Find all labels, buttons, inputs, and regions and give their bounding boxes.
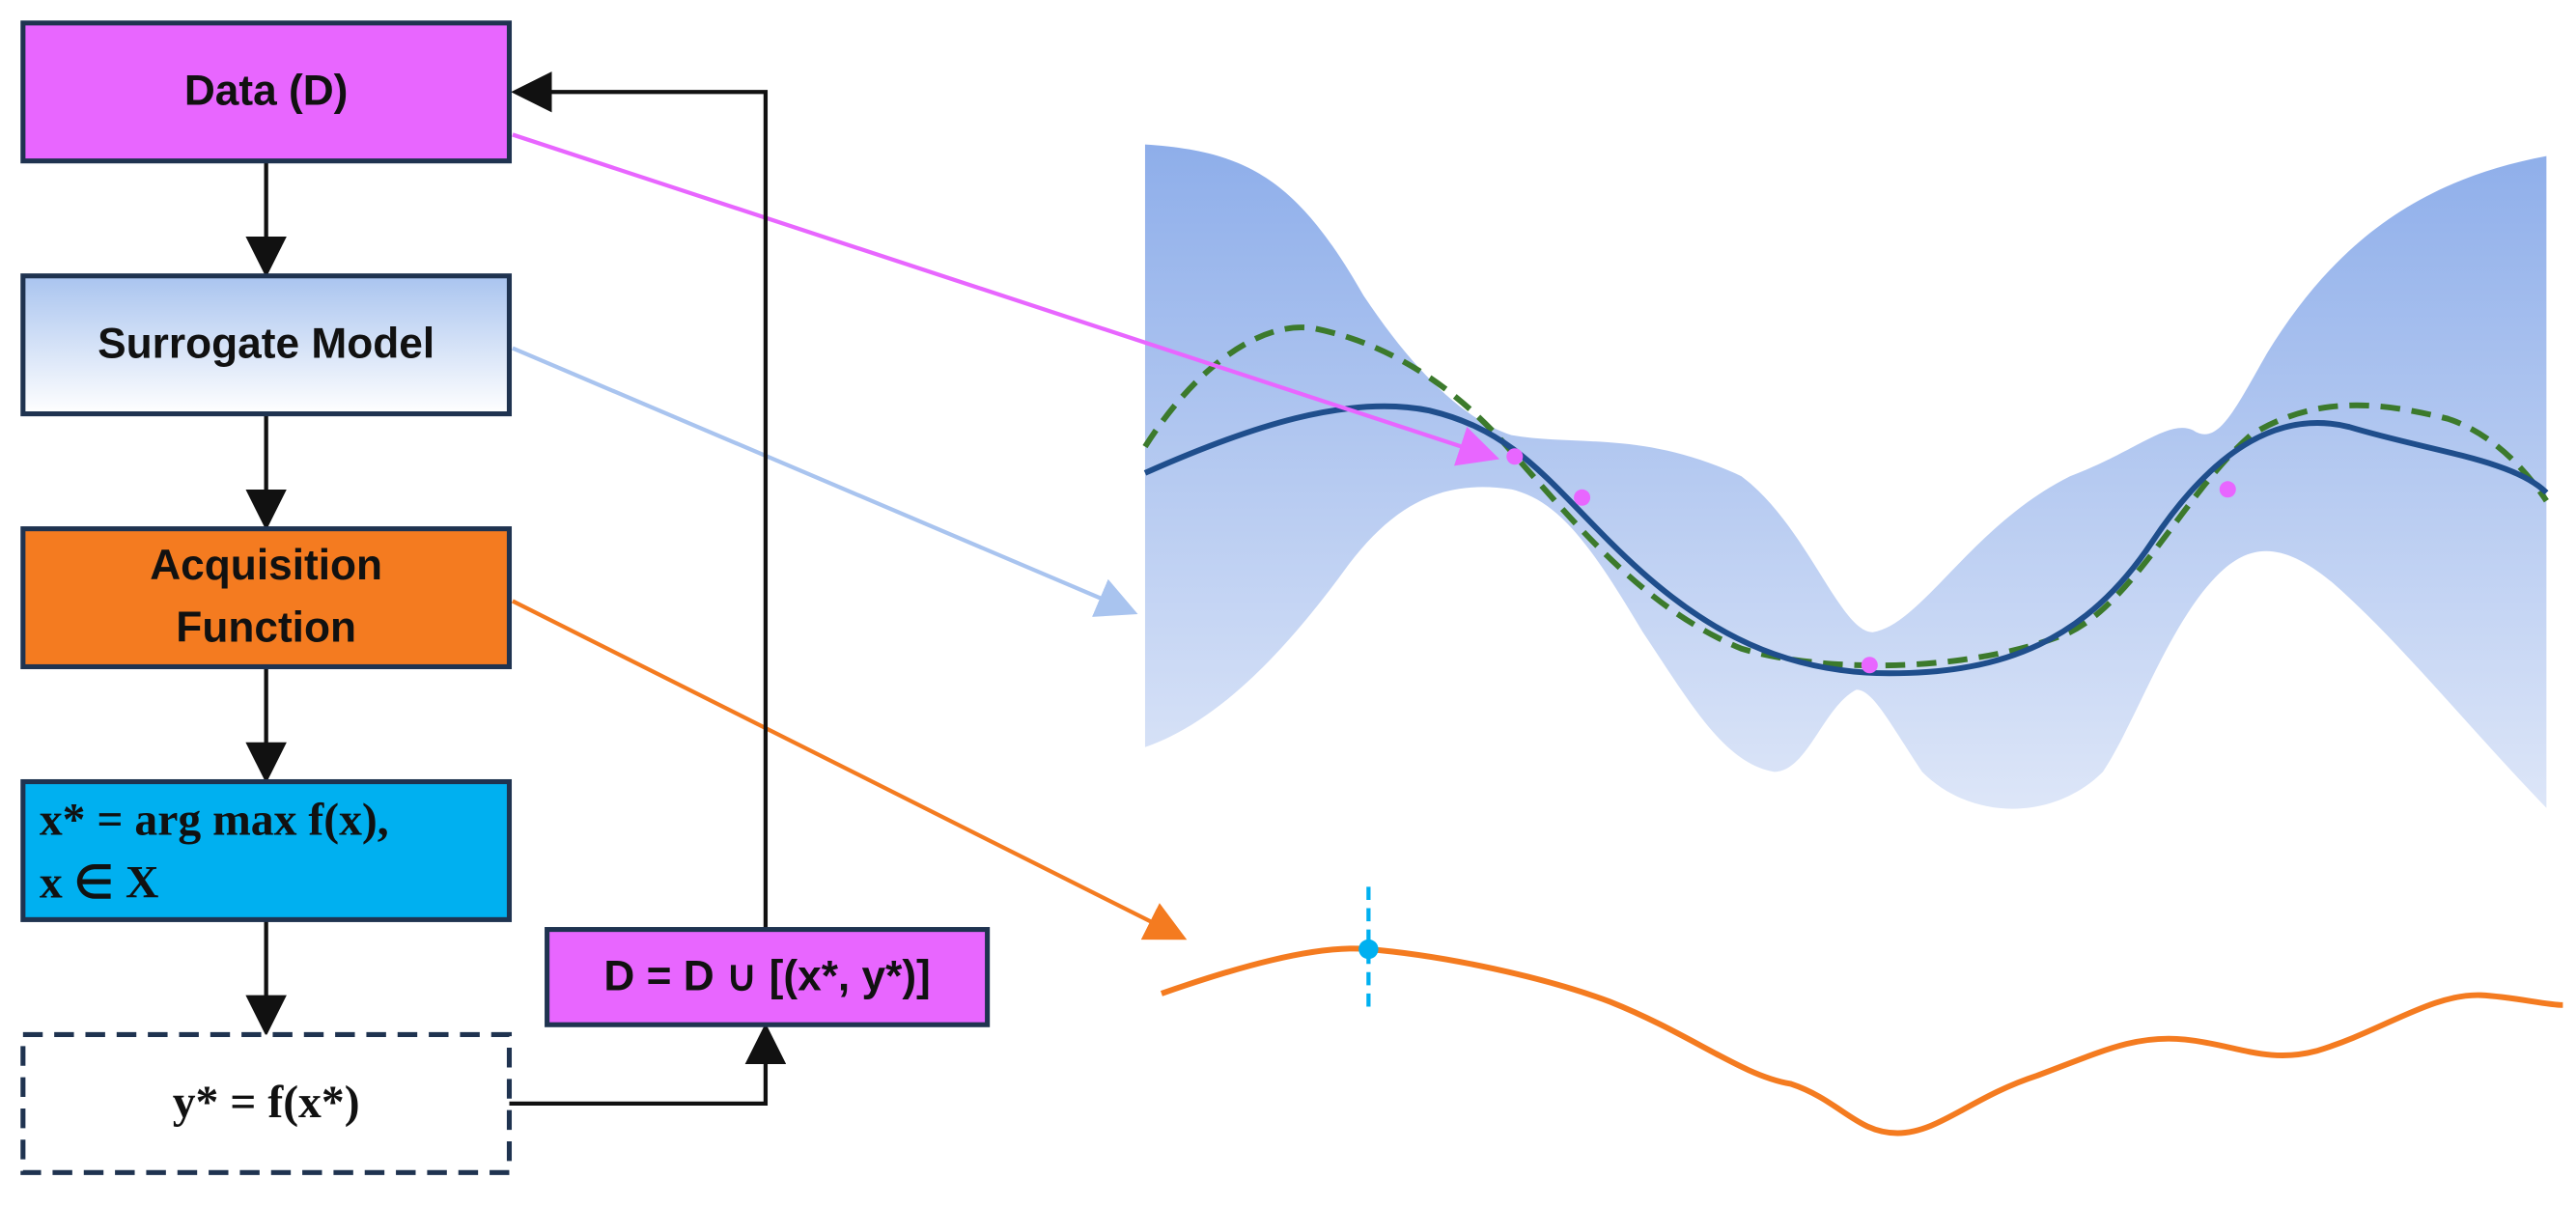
argmax-point	[1358, 939, 1379, 960]
data-arrow	[512, 132, 1500, 466]
node-label: Acquisition	[150, 542, 382, 589]
surrogate-mean	[1143, 403, 2549, 677]
node-label: D = D ∪ [(x*, y*)]	[603, 952, 930, 999]
node-label: Surrogate Model	[98, 321, 434, 368]
surrogate-arrow	[512, 346, 1138, 617]
node-label: Data (D)	[184, 68, 349, 115]
argmax-box	[20, 778, 513, 922]
acquisition-box	[20, 526, 513, 670]
node-label: Function	[176, 604, 356, 652]
observations	[1506, 448, 2236, 674]
node-label: y* = f(x*)	[173, 1078, 360, 1128]
node-label: x* = arg max f(x),	[40, 796, 389, 846]
evaluate-box	[20, 1031, 513, 1175]
acquisition-curve	[1161, 945, 2563, 1137]
uncertainty-band	[1144, 144, 2547, 809]
update-box	[545, 927, 991, 1027]
node-label: x ∈ X	[40, 857, 159, 908]
data-box	[20, 20, 513, 164]
acquisition-arrow	[511, 599, 1188, 940]
surrogate-box	[20, 273, 513, 417]
true-function	[1142, 324, 2549, 669]
flow-arrows	[245, 70, 787, 1106]
